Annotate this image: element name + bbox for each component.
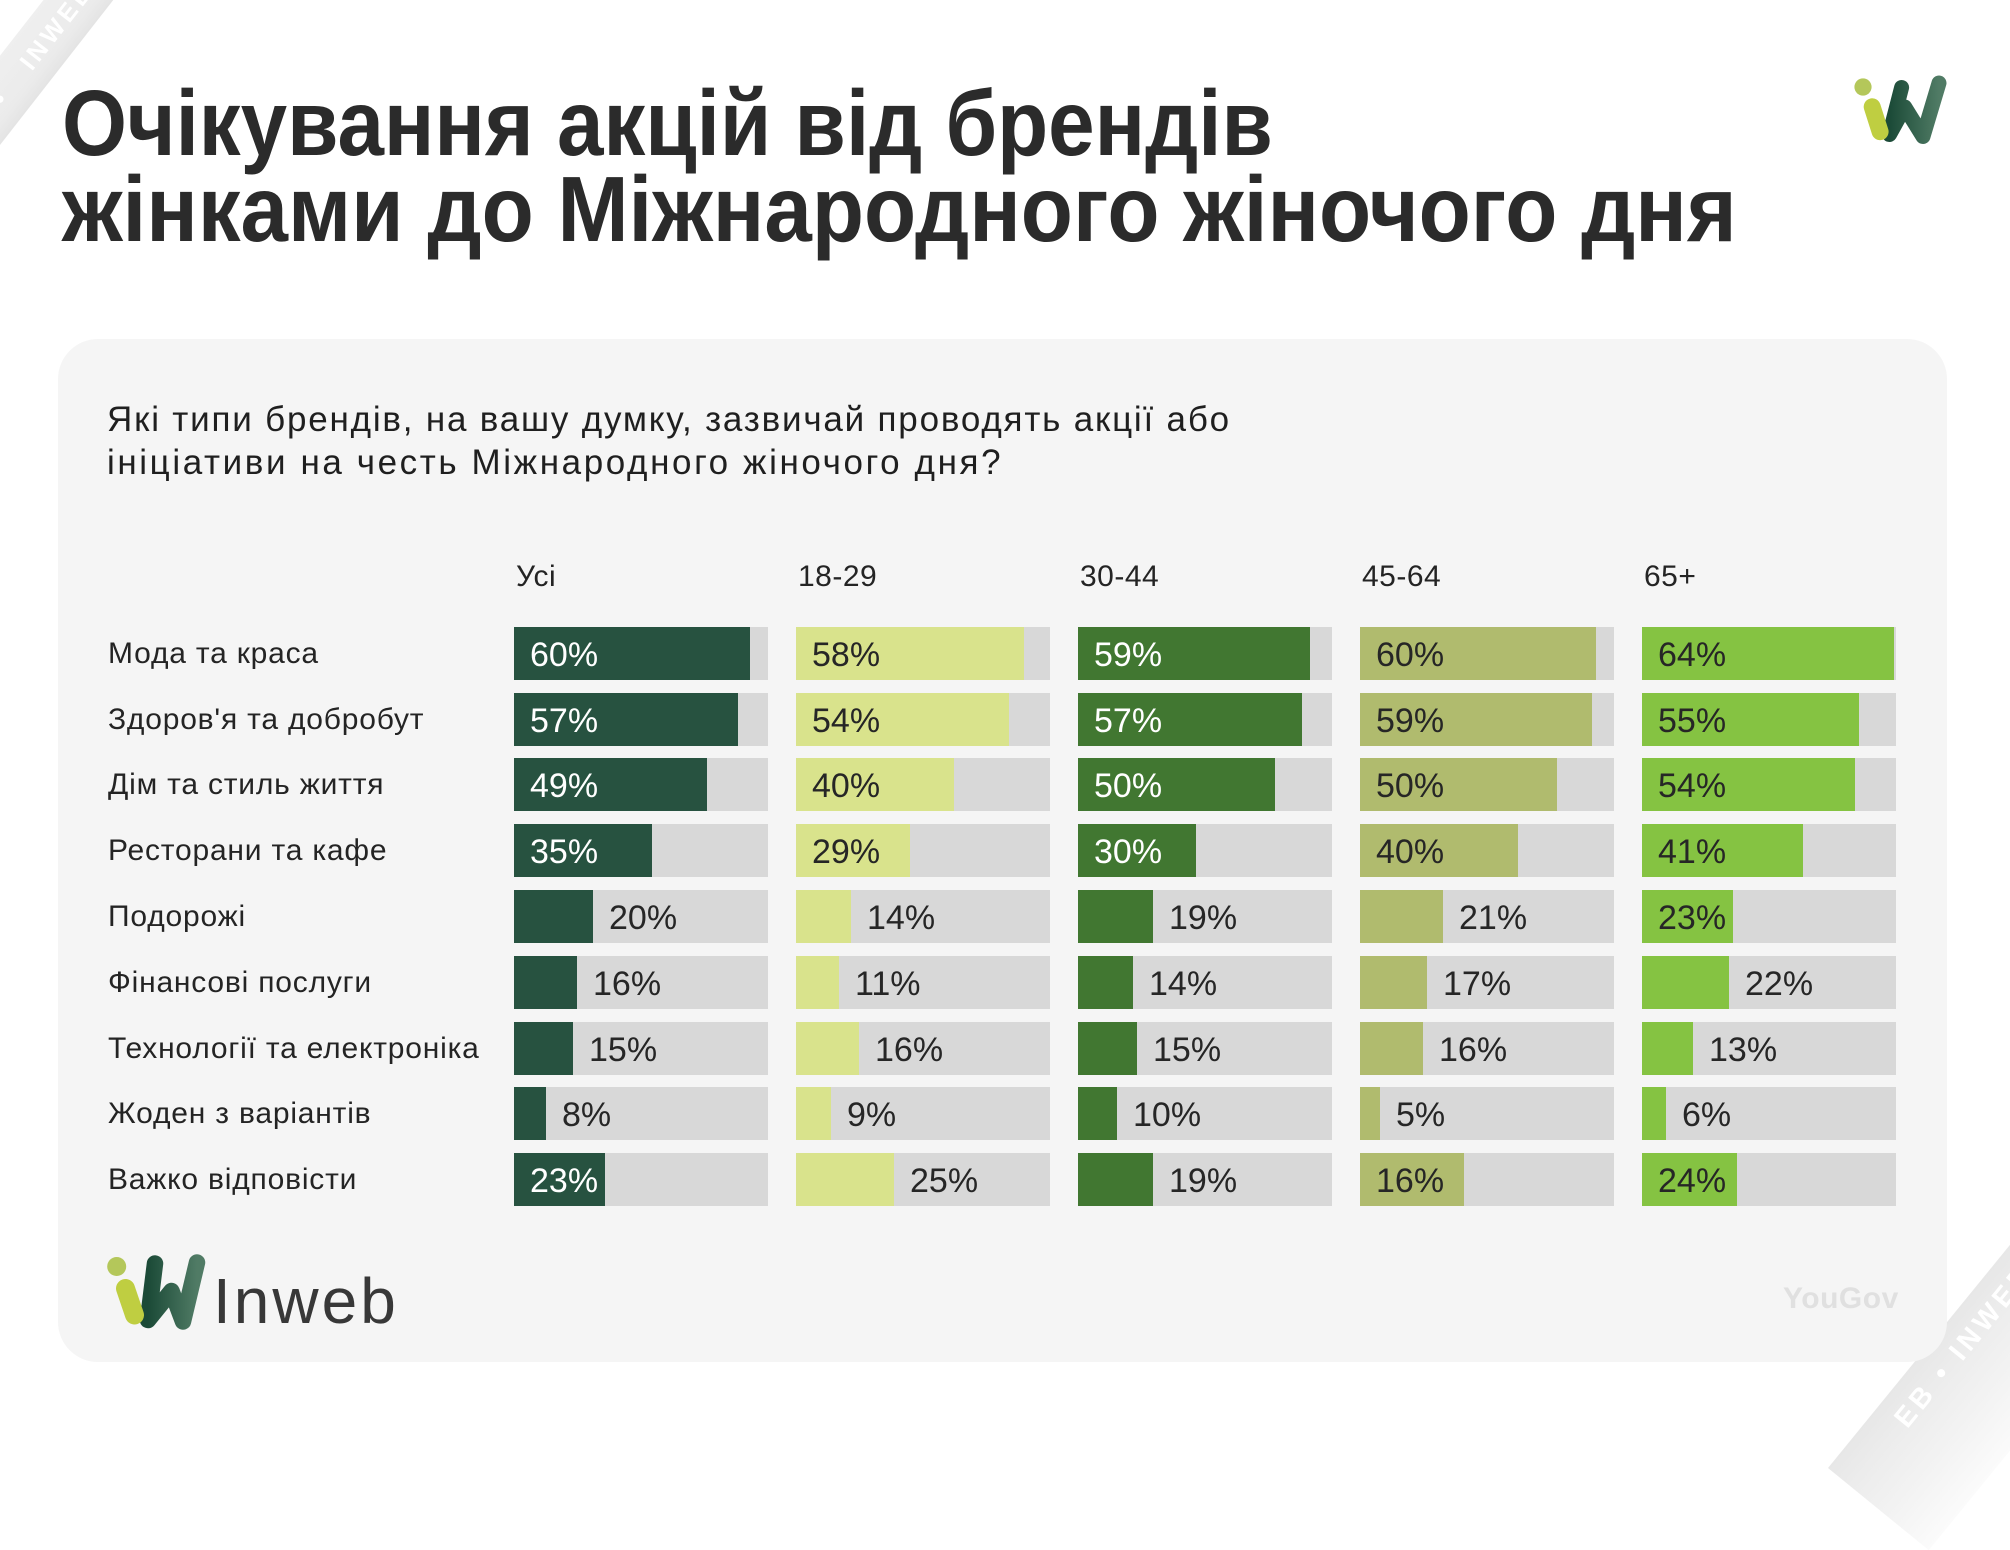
svg-text:Inweb: Inweb [213, 1265, 399, 1337]
